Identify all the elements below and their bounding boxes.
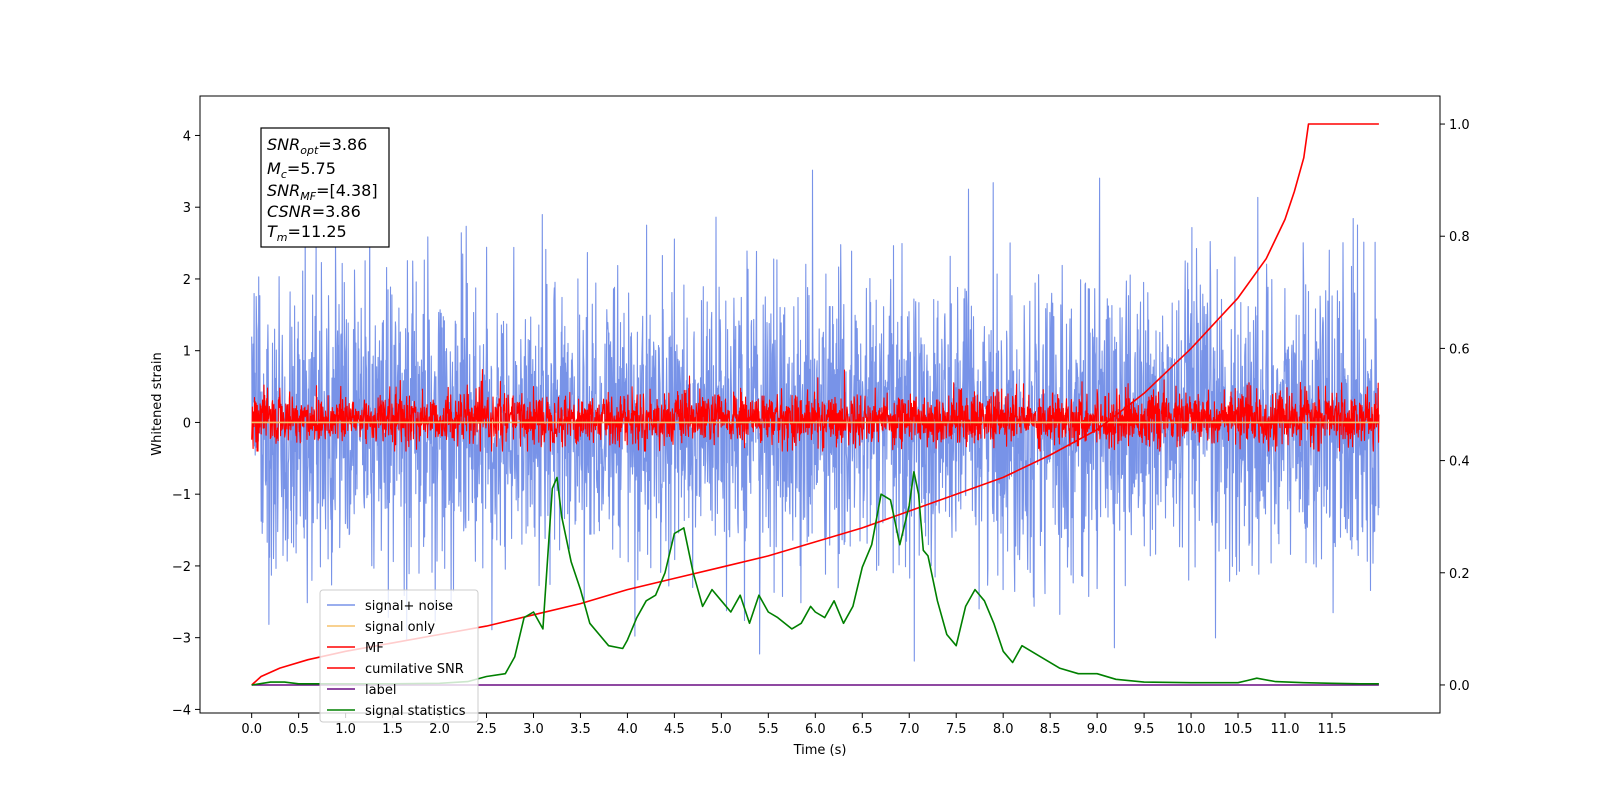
legend: signal+ noise signal only MF cumilative … (319, 589, 479, 723)
series-line-signal-statistics (251, 471, 1379, 686)
x-tick-label: 6.5 (852, 722, 873, 737)
y2-tick-label: 0.0 (1449, 679, 1470, 694)
info-box-frame (260, 127, 390, 248)
legend-frame (319, 589, 479, 723)
y-tick-label: 2 (183, 273, 191, 288)
y2-tick-label: 0.8 (1449, 230, 1470, 245)
info-csnr-symbol: CSNR (267, 202, 312, 221)
x-tick-label: 10.0 (1177, 722, 1206, 737)
x-tick-label: 1.5 (382, 722, 403, 737)
y-tick-label: −2 (172, 560, 191, 575)
info-csnr: CSNR=3.86 (267, 202, 361, 221)
info-tm-symbol: T (267, 222, 278, 241)
info-csnr-value: =3.86 (312, 202, 361, 221)
x-tick-label: 2.0 (429, 722, 450, 737)
info-tm-value: =11.25 (288, 222, 347, 241)
y2-tick-label: 1.0 (1449, 118, 1470, 133)
x-tick-label: 7.5 (946, 722, 967, 737)
info-snr-opt-sub: opt (300, 144, 319, 157)
y2-tick-label: 0.4 (1449, 455, 1470, 470)
y-axis-label: Whitened strain (150, 352, 165, 455)
x-tick-label: 11.5 (1317, 722, 1346, 737)
x-axis: 0.0 0.5 1.0 1.5 2.0 2.5 3.0 3.5 4.0 4.5 5.0 5.5 6.0 6… (241, 713, 1346, 737)
x-tick-label: 5.5 (758, 722, 779, 737)
info-mc-symbol: M (267, 159, 281, 178)
series-line-mf (251, 368, 1380, 452)
x-tick-label: 3.5 (570, 722, 591, 737)
x-tick-label: 4.5 (664, 722, 685, 737)
info-snr-mf: SNRMF=[4.38] (267, 181, 378, 203)
plot-frame (199, 95, 1441, 714)
y-tick-label: −4 (172, 703, 191, 718)
x-tick-label: 8.0 (993, 722, 1014, 737)
info-snr-opt: SNRopt=3.86 (267, 135, 367, 157)
legend-label-cumulative-snr: cumilative SNR (365, 662, 464, 677)
y-tick-label: 1 (183, 345, 191, 360)
x-tick-label: 7.0 (899, 722, 920, 737)
info-mc-value: =5.75 (287, 159, 336, 178)
legend-label-label: label (365, 683, 396, 698)
info-snr-mf-sub: MF (300, 190, 316, 203)
x-tick-label: 0.5 (288, 722, 309, 737)
y-tick-label: −1 (172, 488, 191, 503)
y-tick-label: 4 (183, 129, 191, 144)
x-tick-label: 9.5 (1134, 722, 1155, 737)
y-axis-left: −4 −3 −2 −1 0 1 2 3 4 (172, 129, 200, 718)
x-axis-label: Time (s) (793, 743, 847, 758)
legend-label-signal-only: signal only (365, 620, 435, 635)
y-tick-label: −3 (172, 632, 191, 647)
y2-tick-label: 0.2 (1449, 567, 1470, 582)
info-snr-opt-value: =3.86 (318, 135, 367, 154)
x-tick-label: 6.0 (805, 722, 826, 737)
y-tick-label: 0 (183, 416, 191, 431)
x-tick-label: 9.0 (1087, 722, 1108, 737)
x-tick-label: 4.0 (617, 722, 638, 737)
info-snr-mf-symbol: SNR (267, 181, 300, 200)
info-box: SNRopt=3.86 Mc=5.75 SNRMF=[4.38] CSNR=3.… (260, 127, 390, 248)
x-tick-label: 10.5 (1224, 722, 1253, 737)
info-tm-sub: m (277, 231, 288, 244)
x-tick-label: 1.0 (335, 722, 356, 737)
legend-label-signal-noise: signal+ noise (365, 599, 453, 614)
x-tick-label: 2.5 (476, 722, 497, 737)
info-snr-mf-value: =[4.38] (316, 181, 378, 200)
x-tick-label: 0.0 (241, 722, 262, 737)
x-tick-label: 11.0 (1271, 722, 1300, 737)
info-mc: Mc=5.75 (267, 159, 336, 181)
info-snr-opt-symbol: SNR (267, 135, 300, 154)
x-tick-label: 5.0 (711, 722, 732, 737)
info-mc-sub: c (281, 168, 287, 181)
y2-tick-label: 0.6 (1449, 342, 1470, 357)
y-axis-right: 0.0 0.2 0.4 0.6 0.8 1.0 (1440, 118, 1470, 694)
legend-label-mf: MF (365, 641, 384, 656)
x-tick-label: 3.0 (523, 722, 544, 737)
y-tick-label: 3 (183, 201, 191, 216)
series-line-signal-noise (251, 169, 1380, 662)
info-tm: Tm=11.25 (267, 222, 347, 244)
legend-label-signal-statistics: signal statistics (365, 704, 466, 719)
x-tick-label: 8.5 (1040, 722, 1061, 737)
